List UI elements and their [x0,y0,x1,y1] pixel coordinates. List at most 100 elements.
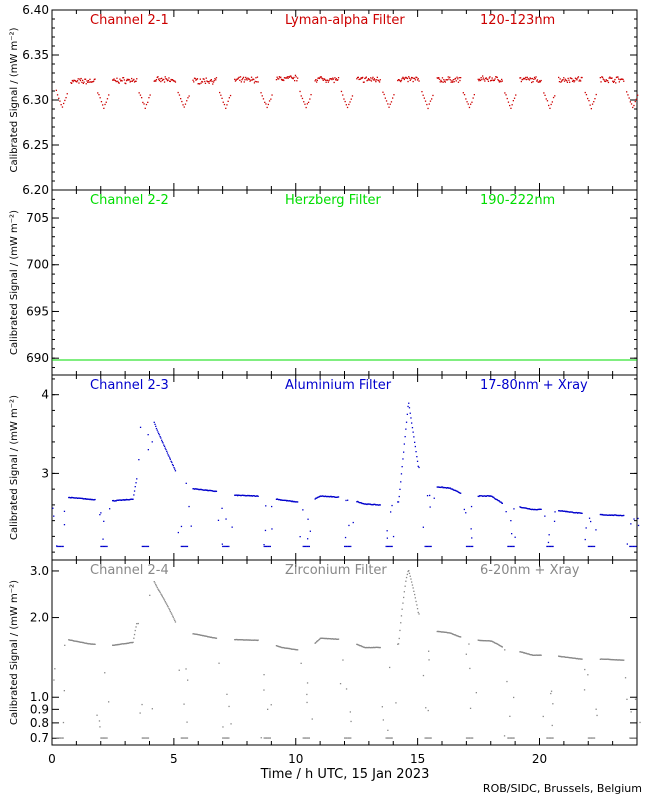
data-point [201,81,204,83]
data-point [174,619,176,622]
data-point [237,639,239,641]
data-point [511,533,513,535]
data-point [428,650,430,652]
data-point [73,640,76,642]
data-point [333,496,335,498]
data-point [316,79,318,81]
data-point [574,512,576,514]
data-point [447,76,449,78]
data-point [626,91,628,93]
data-point [134,629,136,632]
data-point [256,639,259,642]
data-point [314,498,316,500]
data-point [611,77,613,79]
data-point [102,545,104,548]
data-point [372,647,374,649]
data-point [321,495,323,497]
data-point [558,655,561,657]
data-point [58,97,60,99]
data-point [585,527,587,529]
data-point [525,652,528,655]
data-point [630,545,632,548]
data-point [138,92,140,94]
data-point [256,639,258,641]
data-point [375,646,378,648]
data-point [251,639,253,641]
data-point [135,626,137,628]
data-point [321,77,323,79]
data-point [136,478,138,480]
data-point [160,80,162,83]
data-point [444,631,446,633]
data-point [196,633,198,635]
data-point [160,437,162,439]
data-point [305,737,307,739]
data-point [612,514,615,517]
data-point [448,78,450,80]
data-point [212,637,215,639]
data-point [358,501,360,504]
data-point [610,659,612,661]
data-point [441,486,443,488]
data-point [88,643,90,645]
data-point [278,499,280,501]
data-point [121,499,123,501]
data-point [294,648,296,651]
data-point [317,77,319,79]
data-point [368,503,370,505]
data-point [193,633,195,635]
data-point [487,495,489,497]
data-point [144,737,146,739]
data-point [164,76,166,78]
data-point [295,76,297,78]
y-tick-label: 0.8 [30,716,49,730]
data-point [566,80,568,82]
data-point [304,103,306,105]
data-point [269,545,271,548]
data-point [538,81,540,83]
data-point [91,643,93,645]
data-point [310,94,312,96]
data-point [242,639,245,641]
data-point [243,639,245,641]
data-point [207,489,209,492]
data-point [447,487,449,489]
y-axis-label: Calibrated Signal / (mW m⁻²) [9,210,20,355]
data-point [208,489,210,491]
data-point [200,634,202,636]
data-point [73,79,75,81]
data-point [248,495,250,497]
data-point [503,735,506,737]
data-point [446,487,448,489]
data-point [391,504,393,507]
data-point [225,518,227,520]
data-point [602,78,604,80]
data-point [200,82,202,84]
data-point [451,633,453,635]
data-point [365,503,367,505]
data-point [522,651,524,653]
data-point [245,639,248,641]
data-point [457,635,460,637]
data-point [250,79,252,81]
data-point [119,643,121,645]
data-point [425,545,427,548]
data-point [378,81,381,83]
data-point [314,642,316,644]
data-point [291,648,293,650]
data-point [237,77,239,79]
data-point [534,78,536,80]
data-point [576,657,578,660]
data-point [207,636,209,638]
data-point [171,79,174,81]
data-point [579,658,581,660]
data-point [309,530,311,532]
data-point [457,78,459,80]
data-point [398,495,400,498]
data-series [52,402,640,548]
data-point [302,509,304,511]
data-point [277,78,279,80]
data-point [438,630,441,633]
data-point [576,512,578,514]
